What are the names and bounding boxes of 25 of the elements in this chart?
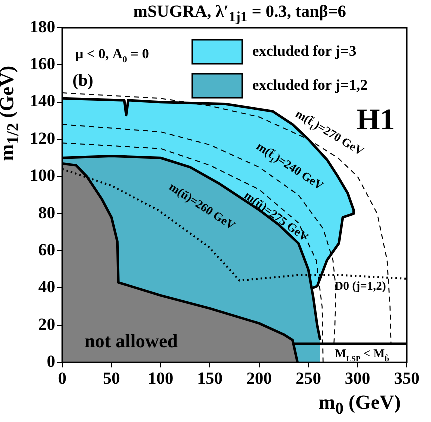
- y-tick-label: 60: [38, 240, 56, 260]
- y-tick-label: 120: [30, 128, 56, 148]
- annotation: not allowed: [84, 331, 179, 352]
- annotation: (b): [72, 70, 94, 90]
- x-tick-label: 300: [345, 369, 371, 388]
- x-axis-title: m$_{0}$ (GeV): [318, 392, 401, 419]
- x-tick-label: 200: [246, 369, 272, 388]
- y-tick-label: 40: [38, 278, 56, 297]
- y-tick-label: 80: [38, 203, 56, 222]
- legend-label: excluded for j=3: [252, 44, 357, 60]
- y-tick-label: 0: [47, 352, 56, 371]
- y-tick-label: 140: [30, 92, 56, 111]
- chart-title: mSUGRA, λ′$_{1j1}$ = 0.3, tanβ=6: [132, 2, 348, 26]
- x-tick-label: 150: [197, 369, 223, 388]
- legend-label: excluded for j=1,2: [252, 78, 368, 94]
- x-tick-label: 100: [148, 369, 174, 388]
- y-tick-label: 20: [38, 314, 56, 334]
- y-tick-label: 160: [30, 54, 56, 74]
- annotation: H1: [356, 103, 396, 136]
- annotation: D0 (j=1,2): [334, 279, 386, 294]
- x-tick-label: 50: [103, 369, 120, 388]
- y-tick-label: 100: [30, 166, 56, 186]
- y-tick-label: 180: [30, 17, 56, 36]
- x-tick-label: 250: [296, 369, 322, 388]
- x-tick-label: 350: [394, 369, 420, 388]
